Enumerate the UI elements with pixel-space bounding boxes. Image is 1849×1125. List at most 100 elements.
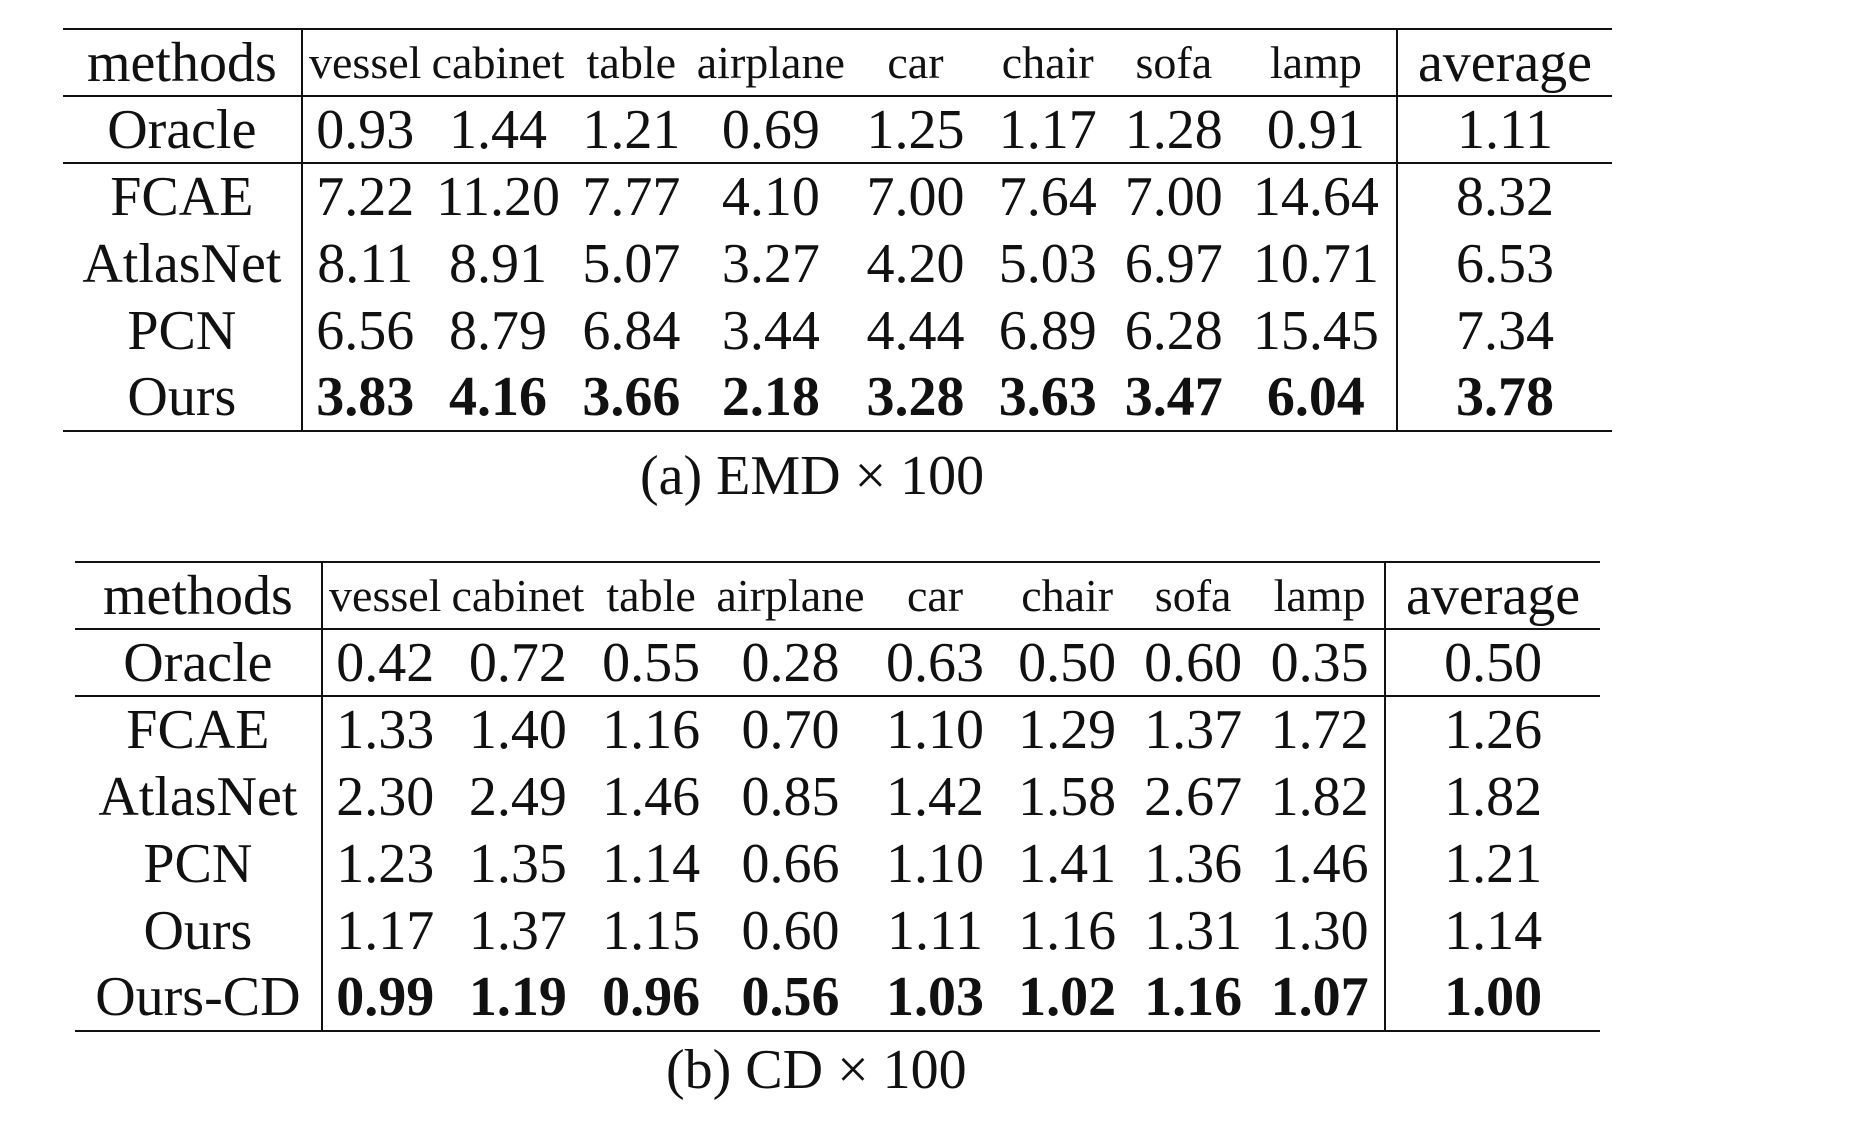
cell-lamp: 1.07 bbox=[1255, 964, 1387, 1031]
cell-vessel: 8.11 bbox=[317, 232, 414, 295]
cell-vessel: 7.22 bbox=[316, 166, 415, 228]
cell-airplane: 0.70 bbox=[741, 699, 840, 761]
table-row-ours-cd: Ours-CD 0.99 1.19 0.96 0.56 1.03 1.02 1.… bbox=[75, 964, 1600, 1031]
table-row-oracle: Oracle 0.93 1.44 1.21 0.69 1.25 1.17 1.2… bbox=[63, 96, 1612, 163]
cell-sofa: 1.31 bbox=[1144, 899, 1243, 962]
cell-cabinet: 1.35 bbox=[468, 832, 567, 895]
cell-chair: 1.17 bbox=[998, 98, 1097, 161]
cell-car: 3.28 bbox=[866, 366, 965, 428]
cell-average: 1.26 bbox=[1444, 699, 1543, 761]
cell-airplane: 0.56 bbox=[741, 966, 840, 1028]
col-header-table: table bbox=[586, 36, 677, 88]
col-header-average: average bbox=[1417, 31, 1593, 94]
row-method-label: AtlasNet bbox=[63, 230, 303, 297]
col-header-cabinet: cabinet bbox=[431, 36, 565, 88]
cell-cabinet: 1.37 bbox=[468, 899, 567, 962]
cell-car: 1.10 bbox=[886, 832, 985, 895]
cell-vessel: 1.17 bbox=[336, 899, 435, 962]
table-row-ours: Ours 3.83 4.16 3.66 2.18 3.28 3.63 3.47 … bbox=[63, 364, 1612, 431]
cell-average: 1.00 bbox=[1444, 966, 1543, 1028]
cell-average: 7.34 bbox=[1456, 299, 1554, 362]
cell-cabinet: 0.72 bbox=[468, 631, 567, 694]
cell-lamp: 1.46 bbox=[1255, 830, 1387, 897]
col-header-lamp: lamp bbox=[1255, 562, 1387, 629]
cell-lamp: 1.30 bbox=[1255, 897, 1387, 964]
cell-sofa: 7.00 bbox=[1124, 166, 1223, 228]
table-row-fcae: FCAE 1.33 1.40 1.16 0.70 1.10 1.29 1.37 … bbox=[75, 696, 1600, 763]
cell-cabinet: 4.16 bbox=[449, 366, 548, 428]
cell-lamp: 0.35 bbox=[1255, 629, 1387, 696]
cell-cabinet: 8.79 bbox=[449, 299, 548, 362]
cell-airplane: 2.18 bbox=[721, 366, 820, 428]
cell-airplane: 3.27 bbox=[721, 232, 820, 295]
cell-car: 4.44 bbox=[866, 299, 965, 362]
col-header-methods: methods bbox=[63, 29, 303, 96]
cell-cabinet: 1.19 bbox=[468, 966, 567, 1028]
cell-airplane: 0.28 bbox=[741, 631, 840, 694]
col-header-sofa: sofa bbox=[1135, 36, 1213, 88]
cell-sofa: 6.28 bbox=[1124, 299, 1223, 362]
table-caption-emd: (a) EMD × 100 bbox=[640, 445, 985, 507]
cell-sofa: 1.36 bbox=[1144, 832, 1243, 895]
cell-car: 4.20 bbox=[866, 232, 965, 295]
cell-table: 0.55 bbox=[602, 631, 701, 694]
table-row-atlasnet: AtlasNet 8.11 8.91 5.07 3.27 4.20 5.03 6… bbox=[63, 230, 1612, 297]
table-header: methods vessel cabinet table airplane ca… bbox=[75, 562, 1600, 629]
cell-table: 6.84 bbox=[582, 299, 681, 362]
row-method-label: FCAE bbox=[63, 163, 303, 230]
cell-cabinet: 11.20 bbox=[436, 166, 560, 228]
col-header-chair: chair bbox=[1021, 569, 1114, 621]
cell-car: 1.11 bbox=[887, 899, 983, 962]
cell-chair: 6.89 bbox=[998, 299, 1097, 362]
cell-average: 0.50 bbox=[1444, 631, 1543, 694]
cell-chair: 1.16 bbox=[1018, 899, 1117, 962]
cell-cabinet: 2.49 bbox=[468, 765, 567, 828]
table-row-atlasnet: AtlasNet 2.30 2.49 1.46 0.85 1.42 1.58 2… bbox=[75, 763, 1600, 830]
cell-cabinet: 1.44 bbox=[449, 98, 548, 161]
cell-airplane: 4.10 bbox=[721, 166, 820, 228]
cell-sofa: 6.97 bbox=[1124, 232, 1223, 295]
col-header-lamp: lamp bbox=[1235, 29, 1399, 96]
cell-average: 1.14 bbox=[1444, 899, 1543, 962]
cell-car: 1.10 bbox=[886, 699, 985, 761]
col-header-car: car bbox=[906, 569, 964, 621]
cell-lamp: 15.45 bbox=[1235, 297, 1399, 364]
cell-average: 1.21 bbox=[1444, 832, 1543, 895]
cell-lamp: 0.91 bbox=[1235, 96, 1399, 163]
table-row-fcae: FCAE 7.22 11.20 7.77 4.10 7.00 7.64 7.00… bbox=[63, 163, 1612, 230]
table-header: methods vessel cabinet table airplane ca… bbox=[63, 29, 1612, 96]
cd-results-table: methods vessel cabinet table airplane ca… bbox=[75, 561, 1600, 1032]
emd-results-table: methods vessel cabinet table airplane ca… bbox=[63, 28, 1612, 432]
cell-table: 5.07 bbox=[582, 232, 681, 295]
cell-car: 1.25 bbox=[866, 98, 965, 161]
cell-lamp: 1.72 bbox=[1255, 696, 1387, 763]
col-header-cabinet: cabinet bbox=[451, 569, 585, 621]
col-header-average: average bbox=[1406, 564, 1581, 627]
cell-lamp: 14.64 bbox=[1235, 163, 1399, 230]
cell-table: 1.15 bbox=[602, 899, 701, 962]
cell-table: 1.21 bbox=[582, 98, 681, 161]
cell-sofa: 1.16 bbox=[1144, 966, 1243, 1028]
row-method-label: Ours-CD bbox=[75, 964, 323, 1031]
cell-airplane: 0.69 bbox=[721, 98, 820, 161]
cell-chair: 1.58 bbox=[1018, 765, 1117, 828]
col-header-chair: chair bbox=[1001, 36, 1094, 88]
row-method-label: FCAE bbox=[75, 696, 323, 763]
cell-airplane: 0.85 bbox=[741, 765, 840, 828]
row-method-label: PCN bbox=[75, 830, 323, 897]
cell-average: 6.53 bbox=[1456, 232, 1554, 295]
cell-sofa: 1.28 bbox=[1124, 98, 1223, 161]
cell-chair: 0.50 bbox=[1018, 631, 1117, 694]
cell-sofa: 2.67 bbox=[1144, 765, 1243, 828]
cell-vessel: 0.99 bbox=[336, 966, 435, 1028]
cell-vessel: 0.93 bbox=[316, 98, 415, 161]
cell-chair: 3.63 bbox=[998, 366, 1097, 428]
table-row-pcn: PCN 6.56 8.79 6.84 3.44 4.44 6.89 6.28 1… bbox=[63, 297, 1612, 364]
cell-vessel: 2.30 bbox=[336, 765, 435, 828]
cell-airplane: 0.66 bbox=[741, 832, 840, 895]
col-header-methods: methods bbox=[75, 562, 323, 629]
cell-car: 0.63 bbox=[886, 631, 985, 694]
cell-lamp: 1.82 bbox=[1255, 763, 1387, 830]
cell-table: 1.14 bbox=[602, 832, 701, 895]
cell-average: 8.32 bbox=[1456, 166, 1554, 228]
